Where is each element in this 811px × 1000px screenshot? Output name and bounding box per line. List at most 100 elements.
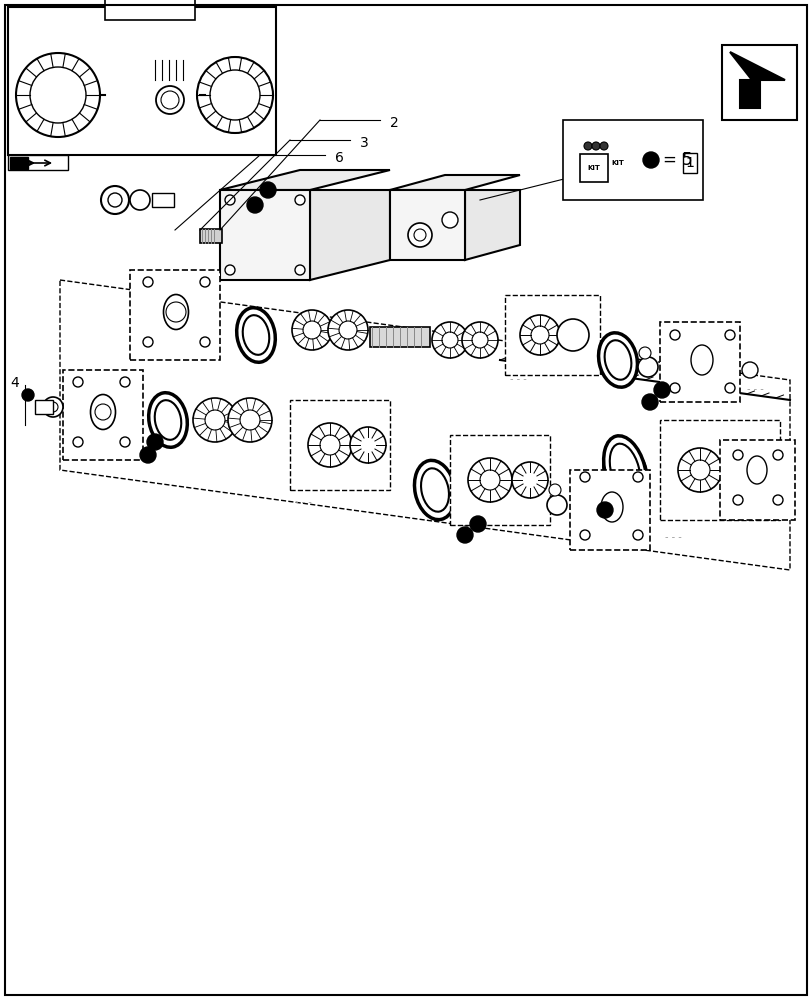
Circle shape	[721, 452, 757, 488]
Bar	[579, 154, 607, 182]
Circle shape	[197, 57, 272, 133]
Circle shape	[579, 530, 590, 540]
Circle shape	[320, 435, 340, 455]
Text: - - -: - - -	[664, 532, 681, 542]
Polygon shape	[607, 142, 620, 182]
Circle shape	[165, 302, 186, 322]
Circle shape	[689, 460, 709, 480]
Circle shape	[583, 142, 591, 150]
Circle shape	[772, 450, 782, 460]
Circle shape	[101, 186, 129, 214]
Ellipse shape	[598, 333, 637, 387]
Circle shape	[732, 450, 742, 460]
Polygon shape	[310, 190, 389, 280]
Text: KIT: KIT	[610, 160, 623, 166]
Circle shape	[95, 404, 111, 420]
Circle shape	[228, 398, 272, 442]
Circle shape	[596, 502, 612, 518]
Circle shape	[431, 322, 467, 358]
Circle shape	[556, 319, 588, 351]
Circle shape	[642, 152, 659, 168]
Ellipse shape	[600, 346, 619, 374]
Ellipse shape	[148, 393, 187, 447]
Circle shape	[303, 321, 320, 339]
Circle shape	[16, 53, 100, 137]
Bar	[721, 45, 796, 120]
Circle shape	[294, 265, 305, 275]
Circle shape	[512, 462, 547, 498]
Circle shape	[677, 448, 721, 492]
Bar	[569, 470, 649, 550]
Text: 4: 4	[11, 376, 19, 390]
Bar	[10, 157, 28, 169]
Circle shape	[732, 495, 742, 505]
Bar	[370, 327, 430, 347]
Circle shape	[633, 530, 642, 540]
Circle shape	[350, 427, 385, 463]
Text: 3: 3	[359, 136, 368, 150]
Circle shape	[547, 495, 566, 515]
Ellipse shape	[600, 492, 622, 522]
Text: 2: 2	[389, 116, 398, 130]
Circle shape	[120, 437, 130, 447]
Circle shape	[225, 265, 234, 275]
Ellipse shape	[90, 394, 115, 430]
Ellipse shape	[603, 436, 646, 504]
Circle shape	[407, 223, 431, 247]
Circle shape	[470, 516, 486, 532]
Bar	[659, 420, 779, 520]
Circle shape	[457, 527, 473, 543]
Polygon shape	[138, 60, 200, 85]
Circle shape	[441, 332, 457, 348]
Text: = 5: = 5	[663, 151, 692, 169]
Polygon shape	[465, 190, 519, 260]
Circle shape	[292, 310, 332, 350]
Circle shape	[108, 193, 122, 207]
Ellipse shape	[155, 400, 181, 440]
Text: - - -: - - -	[746, 384, 763, 394]
Bar	[389, 190, 465, 260]
Circle shape	[139, 447, 156, 463]
Ellipse shape	[255, 321, 274, 349]
Circle shape	[73, 377, 83, 387]
Circle shape	[724, 330, 734, 340]
Circle shape	[653, 382, 669, 398]
Circle shape	[669, 330, 679, 340]
Bar	[449, 435, 549, 525]
Circle shape	[467, 458, 512, 502]
Ellipse shape	[609, 444, 639, 496]
Bar	[719, 440, 794, 520]
Circle shape	[579, 472, 590, 482]
Ellipse shape	[690, 345, 712, 375]
Circle shape	[200, 337, 210, 347]
Bar	[504, 295, 599, 375]
Bar	[290, 400, 389, 490]
Bar	[63, 370, 143, 460]
Ellipse shape	[418, 475, 437, 505]
Ellipse shape	[604, 340, 631, 380]
Ellipse shape	[151, 406, 169, 434]
Ellipse shape	[617, 346, 636, 374]
Circle shape	[156, 86, 184, 114]
Circle shape	[143, 277, 152, 287]
Bar	[659, 322, 739, 402]
Circle shape	[772, 495, 782, 505]
Bar	[130, 270, 220, 360]
Circle shape	[48, 402, 58, 412]
Circle shape	[669, 383, 679, 393]
Circle shape	[548, 484, 560, 496]
Circle shape	[30, 67, 86, 123]
Bar	[35, 400, 53, 414]
Circle shape	[143, 337, 152, 347]
Ellipse shape	[623, 453, 646, 487]
Polygon shape	[95, 20, 220, 60]
Circle shape	[161, 91, 178, 109]
Circle shape	[260, 182, 276, 198]
Circle shape	[147, 434, 163, 450]
Circle shape	[461, 322, 497, 358]
Text: - - -: - - -	[294, 497, 311, 507]
Text: 6: 6	[335, 151, 343, 165]
Circle shape	[22, 389, 34, 401]
Circle shape	[642, 394, 657, 410]
Circle shape	[724, 383, 734, 393]
